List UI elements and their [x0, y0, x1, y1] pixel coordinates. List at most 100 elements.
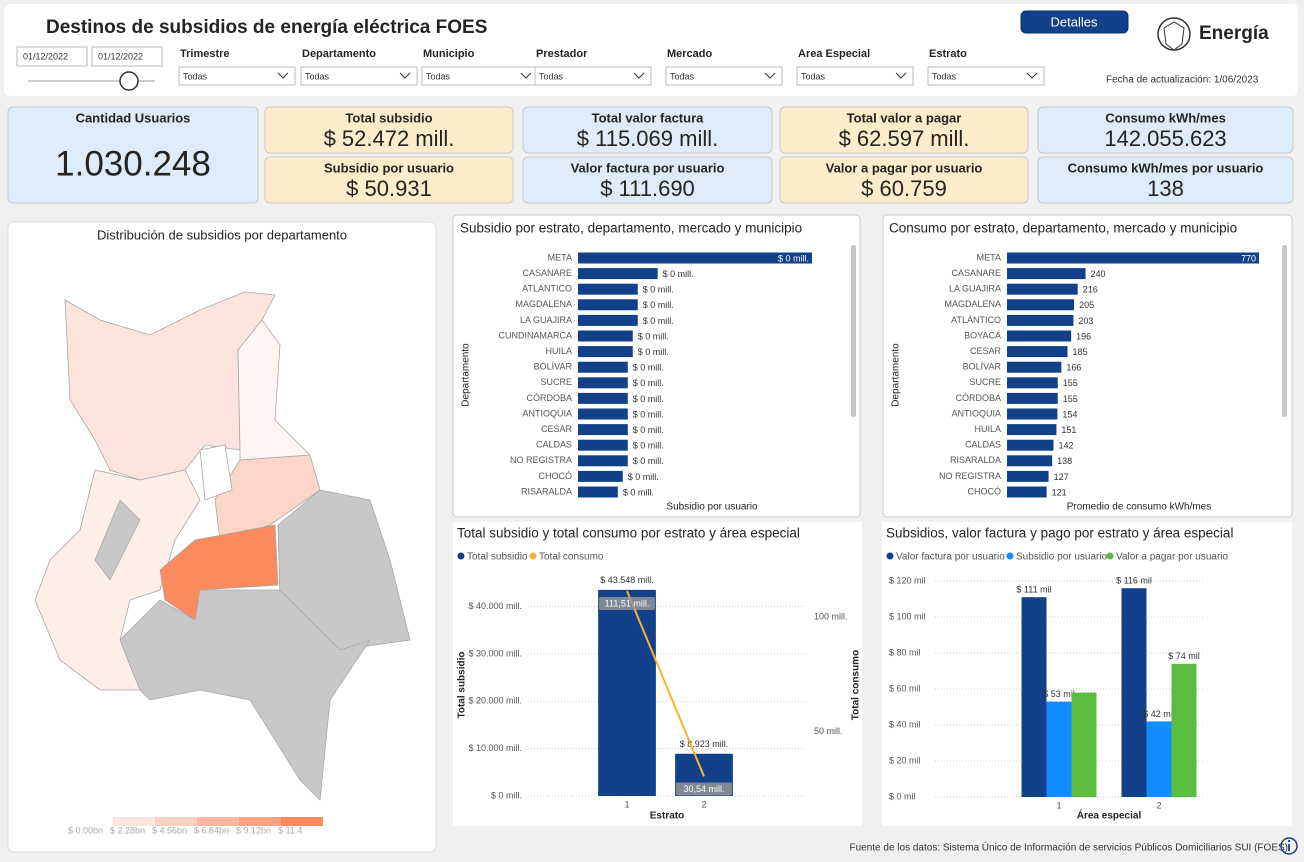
category-label: BOLÍVAR	[963, 362, 1002, 372]
filter-label: Departamento	[302, 48, 376, 60]
bar	[1007, 361, 1062, 373]
category-label: CÓRDOBA	[526, 393, 572, 403]
bar	[578, 470, 623, 482]
legend-marker	[886, 552, 894, 560]
bar	[1007, 424, 1057, 436]
data-label: $ 0 mill.	[628, 472, 659, 482]
y2-tick-label: 100 mill.	[814, 612, 848, 622]
filter-label: Mercado	[667, 48, 713, 60]
data-label: 155	[1063, 378, 1078, 388]
info-icon[interactable]	[1280, 837, 1298, 855]
filter-dropdown[interactable]	[927, 66, 1045, 86]
filter-label: Estrato	[929, 48, 967, 60]
chart-panel	[882, 214, 1293, 518]
kpi-card	[264, 156, 514, 204]
y2-tick-label: 50 mill.	[814, 726, 843, 736]
kpi-card	[522, 156, 773, 204]
legend-label: Valor factura por usuario	[896, 552, 1005, 563]
line	[626, 590, 705, 777]
category-label: NO REGISTRA	[510, 455, 572, 465]
x-axis-label: Subsidio por usuario	[666, 502, 758, 513]
data-label: 154	[1062, 409, 1077, 419]
bar	[578, 392, 628, 404]
bar	[1171, 663, 1197, 797]
data-label: $ 0 mill.	[778, 253, 809, 263]
bar	[1121, 588, 1147, 797]
legend-label: Subsidio por usuario	[1016, 552, 1108, 563]
bar	[1007, 470, 1049, 482]
date-box[interactable]	[91, 46, 163, 67]
data-label: 185	[1073, 347, 1088, 357]
bar	[1007, 268, 1086, 280]
kpi-value: 1.030.248	[55, 144, 211, 183]
legend-label: $ 4.56bn	[152, 825, 187, 835]
filter-label: Municipio	[423, 48, 475, 60]
legend-swatch	[113, 817, 155, 826]
y-tick-label: $ 80 mil	[889, 647, 921, 657]
scrollbar[interactable]	[851, 245, 856, 417]
title: Destinos de subsidios de energía eléctri…	[46, 17, 487, 38]
y-tick-label: $ 20 mil	[889, 755, 921, 765]
legend-label: $ 9.12bn	[236, 825, 271, 835]
category-label: CALDAS	[536, 440, 572, 450]
scrollbar[interactable]	[1282, 245, 1287, 417]
details-button[interactable]	[1020, 10, 1129, 34]
slider-handle[interactable]	[119, 71, 139, 91]
category-label: RISARALDA	[950, 455, 1001, 465]
data-label: 111,51 mill.	[605, 598, 650, 608]
y-tick-label: $ 0 mill.	[491, 790, 522, 800]
filter-dropdown[interactable]	[665, 66, 783, 86]
legend-swatch	[239, 817, 281, 826]
data-label: 155	[1063, 394, 1078, 404]
legend-label: $ 2.28bn	[110, 825, 145, 835]
bar	[1007, 439, 1054, 451]
footer: Fuente de los datos: Sistema Único de In…	[849, 841, 1288, 854]
data-label: $ 0 mill.	[633, 456, 664, 466]
bar	[1007, 330, 1072, 342]
bar	[578, 252, 812, 264]
bar	[578, 486, 618, 498]
y-tick-label: $ 100 mil	[889, 611, 926, 621]
filter-dropdown[interactable]	[534, 66, 652, 86]
y-tick-label: $ 0 mil	[889, 791, 916, 801]
bar	[1007, 486, 1047, 498]
kpi-value: $ 62.597 mill.	[839, 126, 970, 151]
data-label: 142	[1058, 441, 1073, 451]
date-box[interactable]	[16, 46, 88, 67]
category-label: CASANARE	[951, 268, 1001, 278]
x-tick-label: 2	[1156, 800, 1161, 810]
data-label: $ 0 mill.	[623, 487, 654, 497]
bar	[578, 314, 638, 326]
category-label: CESAR	[541, 424, 573, 434]
data-label: 166	[1066, 363, 1081, 373]
data-label: $ 0 mill.	[633, 409, 664, 419]
category-label: CÓRDOBA	[955, 393, 1001, 403]
label-box	[599, 596, 655, 610]
category-label: SUCRE	[969, 377, 1001, 387]
filter-dropdown[interactable]	[300, 66, 418, 86]
x-tick-label: 1	[1056, 800, 1061, 810]
data-label: $ 74 mil	[1168, 651, 1200, 661]
bar	[578, 346, 633, 358]
kpi-value: 142.055.623	[1104, 126, 1226, 151]
kpi-label: Consumo kWh/mes	[1105, 110, 1226, 125]
chart-panel	[452, 214, 861, 518]
date-from: 01/12/2022	[23, 51, 68, 61]
kpi-value: $ 60.759	[861, 176, 947, 201]
filter-dropdown[interactable]	[796, 66, 914, 86]
category-label: CALDAS	[965, 440, 1001, 450]
kpi-value: 138	[1147, 176, 1184, 201]
bar	[578, 455, 628, 467]
category-label: NO REGISTRA	[939, 471, 1001, 481]
category-label: MAGDALENA	[944, 299, 1001, 309]
data-label: 138	[1057, 456, 1072, 466]
filter-dropdown[interactable]	[178, 66, 296, 86]
category-label: CHOCÓ	[968, 486, 1002, 496]
x-tick-label: 2	[701, 799, 706, 809]
category-label: MAGDALENA	[515, 299, 572, 309]
date-to: 01/12/2022	[98, 51, 143, 61]
data-label: 770	[1241, 253, 1256, 263]
filter-label: Trimestre	[180, 48, 230, 60]
chevron	[895, 72, 907, 79]
data-label: 127	[1054, 472, 1069, 482]
